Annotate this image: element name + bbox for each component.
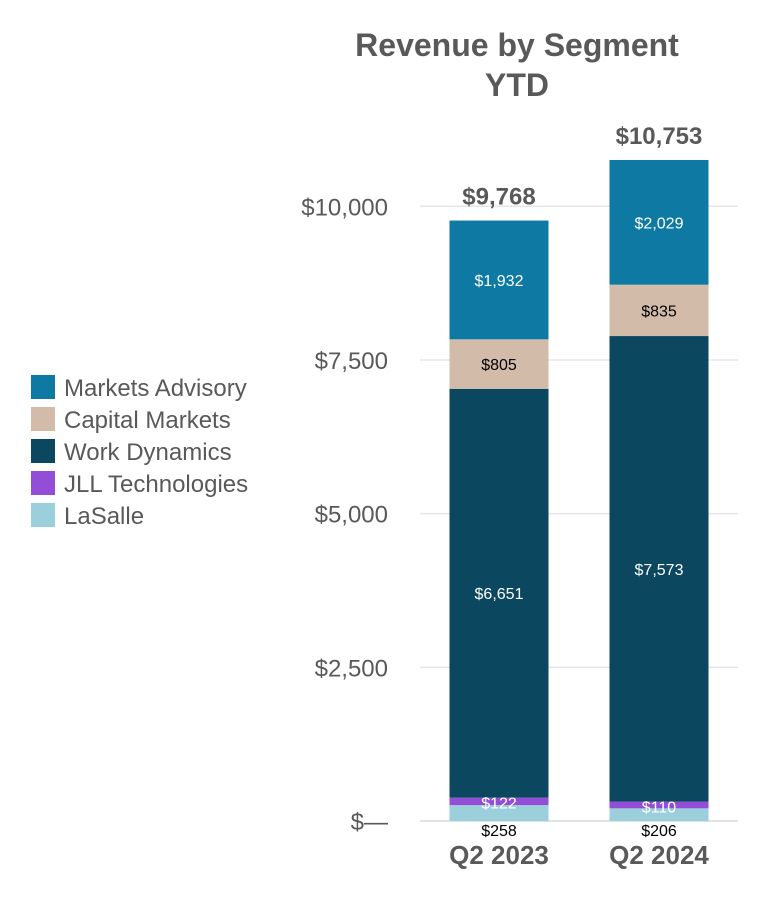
bar-segment bbox=[449, 805, 549, 821]
bar-segment bbox=[609, 808, 709, 821]
data-label: $110 bbox=[642, 800, 677, 817]
data-label: $206 bbox=[641, 823, 677, 840]
data-label: $805 bbox=[481, 357, 517, 374]
y-tick-label: $— bbox=[351, 809, 388, 836]
bar-segment bbox=[449, 339, 549, 389]
bar-segment bbox=[609, 160, 709, 285]
total-label: $9,768 bbox=[462, 184, 535, 211]
x-axis-categories: Q2 2023 Q2 2024 bbox=[449, 840, 709, 870]
bar-segment bbox=[449, 220, 549, 340]
y-tick-label: $2,500 bbox=[315, 655, 388, 682]
legend-label: JLL Technologies bbox=[64, 471, 248, 498]
total-label: $10,753 bbox=[616, 123, 703, 150]
legend-swatch bbox=[31, 471, 55, 495]
legend-label: Markets Advisory bbox=[64, 375, 247, 402]
chart-title: Revenue by Segment YTD bbox=[355, 27, 679, 103]
legend-swatch bbox=[31, 503, 55, 527]
legend-label: Capital Markets bbox=[64, 407, 231, 434]
data-label: $835 bbox=[641, 303, 677, 320]
data-label: $122 bbox=[481, 796, 517, 813]
x-category-label: Q2 2024 bbox=[609, 840, 709, 870]
bar-segment bbox=[609, 336, 709, 802]
legend-label: LaSalle bbox=[64, 503, 144, 530]
y-tick-label: $7,500 bbox=[315, 348, 388, 375]
y-tick-label: $5,000 bbox=[315, 502, 388, 529]
y-tick-label: $10,000 bbox=[301, 194, 388, 221]
y-axis-ticks: $— $2,500 $5,000 $7,500 $10,000 bbox=[301, 194, 388, 836]
legend-label: Work Dynamics bbox=[64, 439, 232, 466]
bars: $258 $122 $6,651 $805 $1,932 $9,768 $206 $110 $7… bbox=[449, 123, 709, 840]
legend: Markets Advisory Capital Markets Work Dyna… bbox=[31, 375, 248, 530]
chart-title-line: Revenue by Segment bbox=[355, 27, 679, 63]
data-label: $1,932 bbox=[475, 273, 524, 290]
data-label: $6,651 bbox=[475, 586, 524, 603]
bar-segment bbox=[449, 797, 549, 806]
legend-swatch bbox=[31, 375, 55, 399]
data-label: $7,573 bbox=[635, 562, 684, 579]
data-label: $258 bbox=[481, 823, 517, 840]
bar-segment bbox=[609, 284, 709, 337]
legend-swatch bbox=[31, 439, 55, 463]
bar-segment bbox=[609, 801, 709, 809]
bar-segment bbox=[449, 388, 549, 798]
data-label: $2,029 bbox=[635, 215, 684, 232]
x-category-label: Q2 2023 bbox=[449, 840, 549, 870]
legend-swatch bbox=[31, 407, 55, 431]
chart-title-line: YTD bbox=[485, 67, 549, 103]
